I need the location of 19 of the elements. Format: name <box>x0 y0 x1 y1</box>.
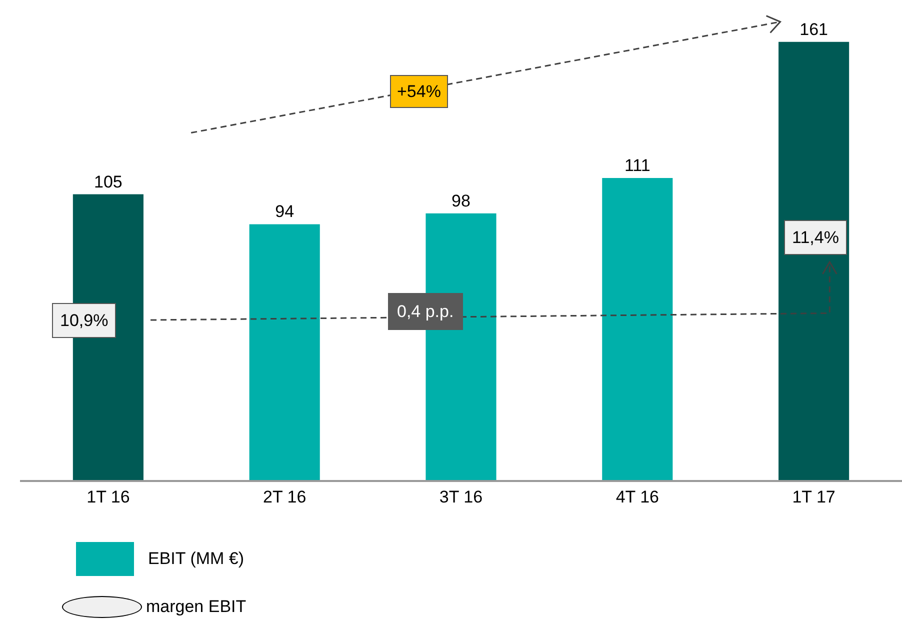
data-label: 161 <box>800 20 828 39</box>
annotation: 0,4 p.p. <box>397 302 454 321</box>
x-tick-label: 4T 16 <box>616 487 659 506</box>
data-label: 111 <box>624 156 650 175</box>
legend-label: EBIT (MM €) <box>148 549 244 569</box>
data-label: 105 <box>94 172 122 192</box>
data-label: 98 <box>452 191 470 210</box>
x-tick-label: 1T 16 <box>86 487 130 506</box>
bar <box>602 178 673 480</box>
bar <box>778 42 850 480</box>
bar <box>249 224 320 480</box>
annotation: +54% <box>397 82 441 101</box>
x-tick-label: 1T 17 <box>792 487 836 506</box>
annotation: 11,4% <box>792 228 839 247</box>
x-tick-label: 2T 16 <box>263 487 306 506</box>
data-label: 94 <box>275 202 294 222</box>
annotation: 10,9% <box>60 311 108 330</box>
text: margen EBIT <box>146 597 246 617</box>
x-tick-label: 3T 16 <box>439 487 483 506</box>
